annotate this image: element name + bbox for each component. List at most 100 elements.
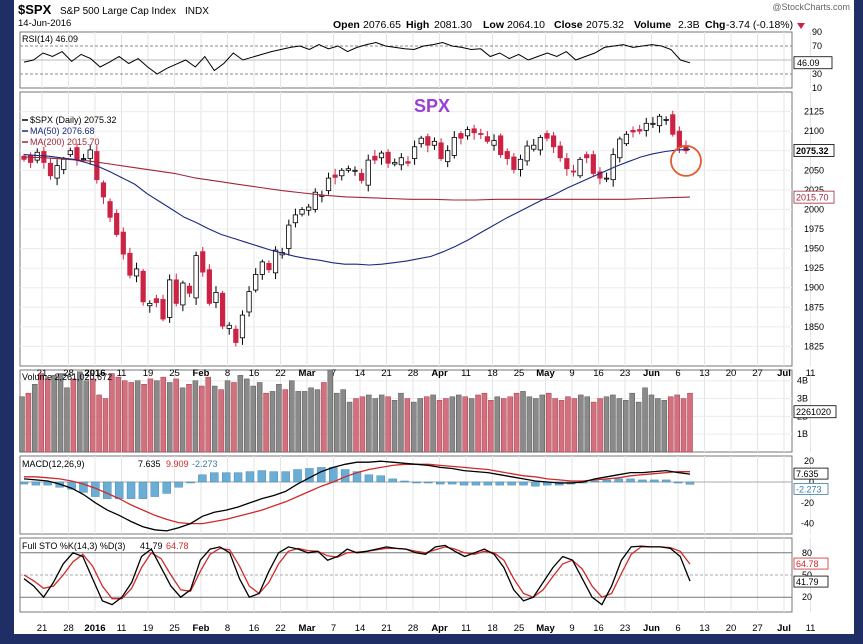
x-axis-label: Feb (193, 368, 210, 379)
x-axis-label: Apr (431, 368, 448, 379)
volume-bar (25, 392, 32, 453)
price-candle (219, 292, 226, 327)
price-tick: 2050 (804, 165, 824, 175)
x-axis-label: 11 (461, 368, 471, 379)
sto-k-line (23, 544, 691, 606)
volume-bar (500, 398, 507, 453)
x-axis-label-bottom: 28 (63, 623, 74, 634)
x-axis-label-bottom: Jun (643, 623, 660, 634)
x-axis-label: 28 (63, 368, 74, 379)
volume-bar (372, 398, 379, 453)
price-legend-entry: MA(50) 2076.68 (30, 126, 95, 136)
price-candle (332, 174, 338, 178)
price-candle (100, 182, 107, 198)
macd-histogram-bar (114, 481, 124, 499)
macd-histogram-bar (126, 481, 136, 499)
macd-histogram-bar (281, 471, 290, 483)
volume-bar (578, 394, 584, 453)
price-candle (186, 285, 193, 294)
high-value: 2081.30 (434, 19, 472, 31)
price-candle (345, 168, 351, 171)
volume-bar (584, 396, 590, 453)
close-value: 2075.32 (586, 19, 624, 31)
x-axis-label-bottom: 11 (117, 623, 127, 634)
volume-bar (456, 394, 462, 453)
price-candle (656, 115, 663, 127)
price-candle (325, 177, 332, 192)
price-candle (365, 159, 371, 186)
x-axis-label-bottom: Feb (193, 623, 210, 634)
volume-bar (635, 401, 642, 453)
x-axis-label: Jun (643, 368, 660, 379)
price-candle (160, 299, 166, 320)
volume-bar (443, 398, 449, 453)
macd-histogram-bar (257, 470, 267, 483)
price-candle (464, 129, 471, 137)
price-candle (663, 119, 669, 121)
price-candle (299, 209, 305, 215)
price-candle (411, 146, 418, 159)
price-candle (193, 255, 199, 299)
macd-hist-current: -2.273 (796, 484, 822, 494)
rsi-current-box (793, 56, 833, 70)
volume-bar (603, 396, 610, 453)
x-axis-label: 22 (275, 368, 286, 379)
ma200-box (793, 190, 835, 204)
macd-histogram-bar (233, 472, 243, 483)
price-candle (140, 270, 146, 303)
price-candle (431, 140, 438, 146)
price-candle (577, 158, 583, 177)
price-candle (292, 214, 299, 224)
price-candle (80, 158, 87, 160)
volume-bar (687, 392, 693, 453)
x-axis-label: 8 (225, 368, 230, 379)
macd-signal-line (24, 463, 691, 525)
price-candle (239, 314, 246, 339)
rsi-current-value: 46.09 (797, 58, 820, 68)
price-candle (418, 137, 424, 145)
volume-bar (122, 380, 128, 453)
volume-bar (134, 380, 141, 453)
volume-bar (115, 376, 122, 453)
volume-bar (308, 387, 314, 453)
price-candle (471, 128, 477, 134)
volume-bar (526, 396, 533, 453)
open-value: 2076.65 (363, 19, 401, 31)
volume-bar (558, 400, 565, 453)
macd-histogram-bar (590, 480, 600, 483)
volume-bar (571, 398, 578, 453)
price-candle (54, 165, 60, 179)
price-candle (425, 136, 431, 146)
price-candle (127, 252, 133, 276)
macd-histogram-bar (614, 478, 623, 483)
volume-bar (655, 398, 661, 453)
watermark: @StockCharts.com (772, 2, 850, 12)
sto-tick: 50 (802, 570, 812, 580)
x-axis-label-bottom: 6 (675, 623, 680, 634)
highlight-circle (670, 144, 702, 177)
volume-bar (404, 398, 411, 453)
volume-bar (199, 385, 205, 453)
x-axis-label-bottom: 21 (381, 623, 392, 634)
volume-bar (231, 382, 237, 453)
macd-hist-value: -2.273 (192, 459, 218, 469)
price-candle (584, 154, 590, 159)
rsi-tick: 70 (812, 41, 822, 51)
symbol: $SPX (18, 2, 52, 17)
sto-tick: 80 (802, 548, 812, 558)
volume-bar (321, 382, 327, 453)
volume-bar (552, 398, 558, 453)
volume-bar (224, 380, 231, 453)
sto-d-value: 64.78 (166, 541, 189, 551)
open-label: Open (333, 19, 360, 31)
ma200-last-value: 2015.70 (796, 193, 829, 203)
volume-bar (83, 380, 89, 453)
price-candle (272, 249, 279, 274)
price-candle (637, 129, 643, 132)
price-candle (603, 177, 610, 180)
vol-tick: 4B (797, 376, 808, 386)
volume-bar (295, 391, 301, 453)
price-candle (623, 133, 630, 145)
volume-bar (468, 398, 475, 453)
